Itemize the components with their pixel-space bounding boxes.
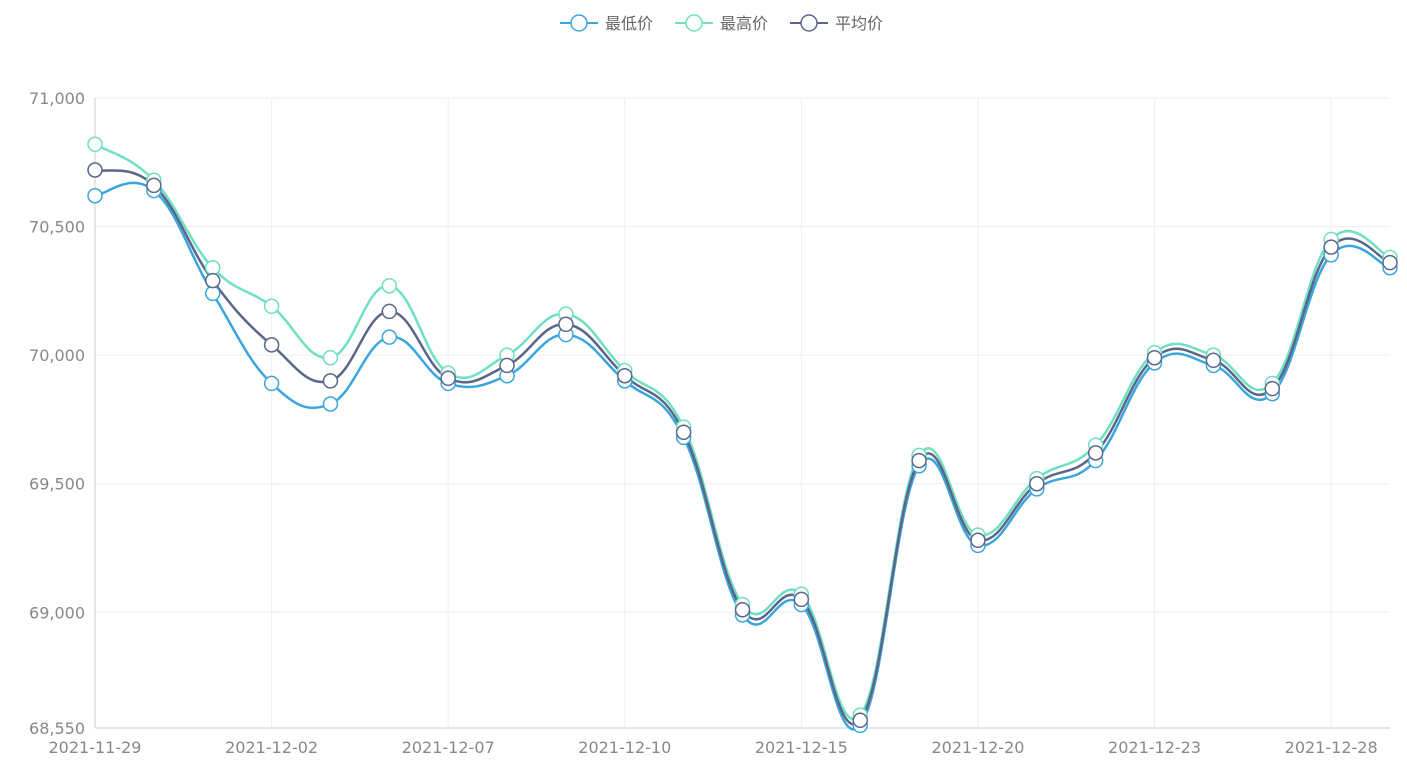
data-point-2[interactable] <box>793 591 810 608</box>
legend-item-2[interactable]: 平均价 <box>790 14 883 33</box>
series-points <box>87 136 1398 734</box>
data-point-2[interactable] <box>1029 475 1045 492</box>
data-point-2[interactable] <box>1205 352 1222 369</box>
data-point-2[interactable] <box>1087 445 1104 461</box>
data-point-1[interactable] <box>204 259 221 276</box>
y-tick-label: 69,500 <box>29 475 85 494</box>
y-tick-label: 71,000 <box>29 89 85 108</box>
x-tick-label: 2021-12-23 <box>1108 738 1201 757</box>
legend-item-1[interactable]: 最高价 <box>675 14 768 33</box>
legend-marker-icon <box>800 14 818 32</box>
y-tick-label: 69,000 <box>29 603 85 622</box>
x-tick-label: 2021-12-20 <box>931 738 1024 757</box>
legend-marker-icon <box>570 14 588 32</box>
x-tick-label: 2021-12-07 <box>402 738 495 757</box>
x-tick-label: 2021-12-10 <box>578 738 671 757</box>
data-point-0[interactable] <box>381 329 398 345</box>
x-axis-tick-labels: 2021-11-29 2021-12-02 2021-12-07 2021-12-10… <box>49 738 1378 757</box>
data-point-2[interactable] <box>499 357 515 374</box>
data-point-2[interactable] <box>617 367 633 384</box>
legend-label: 最高价 <box>720 14 768 33</box>
data-point-2[interactable] <box>146 177 162 194</box>
legend: 最低价 最高价 平均价 <box>560 14 883 33</box>
data-point-2[interactable] <box>675 424 692 441</box>
data-point-2[interactable] <box>852 712 868 729</box>
x-tick-label: 2021-12-28 <box>1285 738 1378 757</box>
data-point-2[interactable] <box>381 303 398 320</box>
data-point-2[interactable] <box>204 272 221 289</box>
grid-lines <box>95 97 1390 728</box>
y-tick-label: 68,550 <box>29 719 85 738</box>
data-point-1[interactable] <box>381 277 398 294</box>
axes <box>94 98 1390 729</box>
data-point-0[interactable] <box>87 187 103 204</box>
data-point-2[interactable] <box>1382 254 1398 271</box>
data-point-0[interactable] <box>204 285 221 302</box>
series-line-1 <box>94 143 1391 721</box>
data-point-1[interactable] <box>263 298 280 315</box>
data-point-2[interactable] <box>440 370 456 387</box>
data-point-1[interactable] <box>87 136 103 153</box>
data-point-2[interactable] <box>558 316 574 333</box>
data-point-2[interactable] <box>87 162 103 178</box>
data-point-0[interactable] <box>263 375 280 392</box>
legend-item-0[interactable]: 最低价 <box>560 14 653 33</box>
data-point-0[interactable] <box>322 396 339 412</box>
data-point-2[interactable] <box>1323 239 1339 255</box>
data-point-1[interactable] <box>322 349 339 366</box>
series-lines <box>94 143 1391 731</box>
y-tick-label: 70,500 <box>29 218 85 237</box>
series-line-0 <box>94 181 1391 731</box>
x-tick-label: 2021-12-02 <box>225 738 318 757</box>
data-point-2[interactable] <box>1146 349 1163 366</box>
x-tick-label: 2021-12-15 <box>755 738 848 757</box>
data-point-2[interactable] <box>911 452 927 469</box>
data-point-2[interactable] <box>322 373 339 389</box>
legend-marker-icon <box>685 14 703 32</box>
y-tick-label: 70,000 <box>29 346 85 365</box>
data-point-2[interactable] <box>263 337 280 353</box>
data-point-2[interactable] <box>734 601 751 618</box>
legend-label: 最低价 <box>605 14 653 33</box>
data-point-2[interactable] <box>970 532 986 549</box>
y-axis-tick-labels: 68,550 69,000 69,500 70,000 70,500 71,000 <box>29 89 85 738</box>
series-line-2 <box>94 168 1391 726</box>
x-tick-label: 2021-11-29 <box>49 738 142 757</box>
data-point-2[interactable] <box>1264 380 1281 397</box>
legend-label: 平均价 <box>835 14 883 33</box>
